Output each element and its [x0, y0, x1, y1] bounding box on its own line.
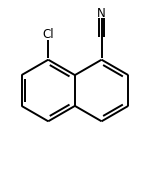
Text: Cl: Cl — [42, 28, 54, 41]
Text: N: N — [97, 7, 106, 20]
